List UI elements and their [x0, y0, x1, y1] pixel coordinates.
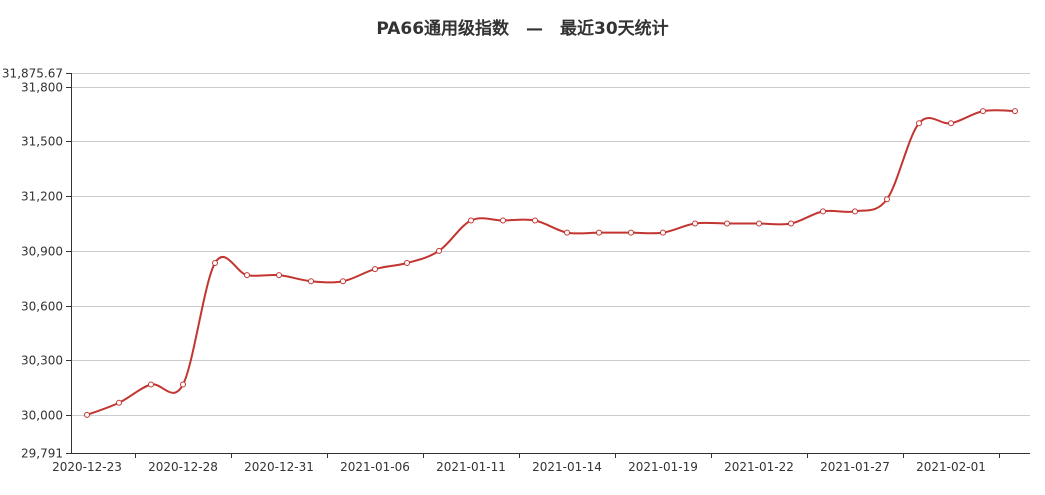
data-point[interactable] — [180, 381, 186, 388]
data-point[interactable] — [372, 266, 378, 273]
y-tick-label: 30,000 — [21, 409, 63, 423]
data-point[interactable] — [660, 229, 666, 236]
data-point[interactable] — [244, 272, 250, 279]
data-point[interactable] — [692, 220, 698, 227]
x-tick-label: 2020-12-31 — [244, 460, 314, 474]
data-point[interactable] — [404, 260, 410, 267]
data-point[interactable] — [596, 229, 602, 236]
x-tick-label: 2020-12-23 — [52, 460, 122, 474]
data-point[interactable] — [340, 278, 346, 285]
data-point[interactable] — [500, 217, 506, 224]
data-point[interactable] — [980, 108, 986, 115]
x-tick-label: 2020-12-28 — [148, 460, 218, 474]
data-point[interactable] — [148, 381, 154, 388]
data-point[interactable] — [884, 196, 890, 203]
x-tick-label: 2021-01-14 — [532, 460, 602, 474]
series-line — [86, 109, 1016, 416]
data-point[interactable] — [212, 260, 218, 267]
x-tick-label: 2021-02-01 — [916, 460, 986, 474]
data-point[interactable] — [308, 278, 314, 285]
data-point[interactable] — [820, 208, 826, 215]
data-point[interactable] — [916, 120, 922, 127]
x-tick-label: 2021-01-19 — [628, 460, 698, 474]
data-point[interactable] — [788, 220, 794, 227]
y-tick-label: 30,900 — [21, 245, 63, 259]
y-tick-label: 31,500 — [21, 135, 63, 149]
y-tick-label: 31,200 — [21, 190, 63, 204]
y-tick-label: 29,791 — [21, 447, 63, 461]
data-point[interactable] — [436, 247, 442, 254]
data-point[interactable] — [628, 229, 634, 236]
axes — [66, 73, 1030, 458]
x-tick-label: 2021-01-22 — [724, 460, 794, 474]
data-point[interactable] — [756, 220, 762, 227]
data-points — [84, 108, 1018, 418]
data-point[interactable] — [468, 217, 474, 224]
y-tick-label: 30,600 — [21, 300, 63, 314]
data-point[interactable] — [852, 208, 858, 215]
data-point[interactable] — [116, 399, 122, 406]
x-tick-label: 2021-01-06 — [340, 460, 410, 474]
y-tick-label: 30,300 — [21, 354, 63, 368]
data-point[interactable] — [84, 411, 90, 418]
data-point[interactable] — [948, 120, 954, 127]
y-axis-tick-labels: 29,791 30,000 30,300 30,600 30,900 31,200 31,5… — [2, 67, 63, 461]
grid-lines — [71, 73, 1030, 416]
x-axis-tick-labels: 2020-12-23 2020-12-28 2020-12-31 2021-01-06… — [52, 460, 986, 474]
chart-title: PA66通用级指数 — 最近30天统计 — [376, 19, 669, 39]
y-tick-label: 31,800 — [21, 81, 63, 95]
series-layer — [86, 109, 1016, 416]
data-point[interactable] — [564, 229, 570, 236]
data-point[interactable] — [276, 272, 282, 279]
data-point[interactable] — [1012, 108, 1018, 115]
data-point[interactable] — [532, 217, 538, 224]
y-tick-label: 31,875.67 — [2, 67, 63, 81]
x-tick-label: 2021-01-27 — [820, 460, 890, 474]
data-point[interactable] — [724, 220, 730, 227]
x-tick-label: 2021-01-11 — [436, 460, 506, 474]
